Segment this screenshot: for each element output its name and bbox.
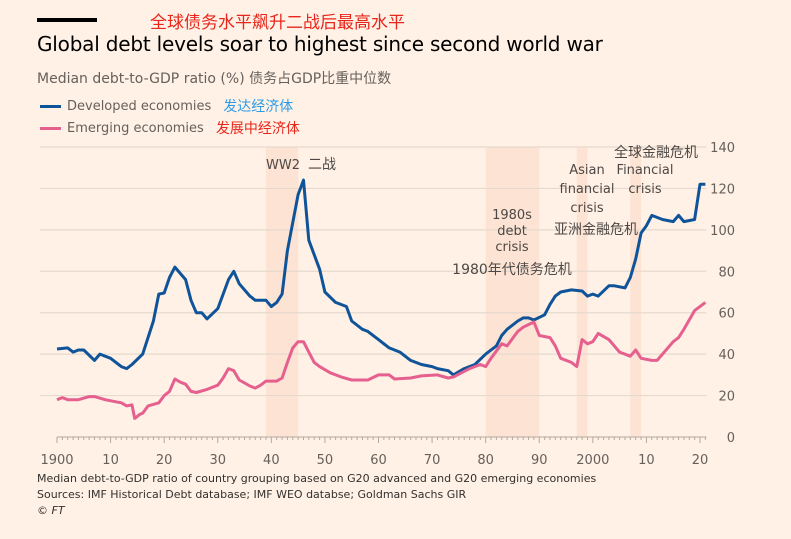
series-line-emerging [56,301,707,420]
x-tick-label: 70 [424,453,441,468]
y-tick-label: 0 [727,431,735,446]
x-tick-label: 2000 [576,453,609,468]
annotation-gfc-cn: 全球金融危机 [614,144,698,161]
annotation-asian: crisis [570,201,603,216]
annotation-ww2-cn: 二战 [308,157,336,173]
y-tick-label: 140 [710,141,735,156]
chart-title-chinese: 全球债务水平飙升二战后最高水平 [150,13,405,33]
footnote-note: Median debt-to-GDP ratio of country grou… [37,472,597,485]
y-tick-label: 40 [718,348,735,363]
annotation-gfc: Financial [617,163,674,178]
x-tick-label: 10 [638,453,655,468]
legend-item-emerging: Emerging economies 发展中经济体 [40,118,300,138]
series-line-developed [56,178,706,377]
x-tick-label: 1900 [40,453,73,468]
ft-top-bar [37,18,97,22]
x-tick-label: 20 [156,453,173,468]
x-tick-label: 60 [370,453,387,468]
x-tick-label: 40 [263,453,280,468]
chart-subtitle: Median debt-to-GDP ratio (%) 债务占GDP比重中位数 [37,71,392,87]
y-tick-label: 60 [718,307,735,322]
legend-swatch-developed [40,104,61,108]
x-tick-label: 90 [531,453,548,468]
annotation-1980s-cn: 1980年代债务危机 [452,262,572,278]
footnote-sources: Sources: IMF Historical Debt database; I… [37,488,467,501]
annotation-gfc: crisis [628,182,661,197]
annotation-ww2: WW2 [266,158,300,173]
annotation-asian: financial [560,182,615,197]
annotation-asian-cn: 亚洲金融危机 [554,222,638,238]
y-tick-label: 20 [718,390,735,405]
x-tick-label: 10 [102,453,119,468]
series-lines [56,178,707,420]
y-axis: 0 20 40 60 80 100 120 140 [710,141,735,446]
shaded-period [485,147,540,437]
legend-label-developed-cn: 发达经济体 [223,99,294,115]
y-tick-label: 120 [710,182,735,197]
legend-swatch-emerging [40,126,61,130]
x-tick-label: 30 [209,453,226,468]
annotation-1980s: crisis [495,240,528,255]
annotation-asian: Asian [569,163,604,178]
x-tick-label: 50 [317,453,334,468]
x-tick-label: 20 [692,453,709,468]
annotation-1980s: debt [497,224,527,239]
annotations: WW2 二战1980sdebtcrisis1980年代债务危机Asianfinan… [266,144,698,278]
legend-label-developed: Developed economies [67,98,212,114]
copyright: © FT [37,504,65,517]
shaded-period [630,147,642,437]
legend-label-emerging-cn: 发展中经济体 [215,121,300,137]
legend-label-emerging: Emerging economies [67,120,204,136]
y-tick-label: 100 [710,224,735,239]
x-tick-label: 80 [477,453,494,468]
x-axis: 1900 10 20 30 40 50 60 70 80 90 2000 10 20 [40,436,709,468]
chart-title: Global debt levels soar to highest since… [37,32,603,56]
gridlines [40,146,707,397]
legend-item-developed: Developed economies 发达经济体 [40,96,293,116]
annotation-1980s: 1980s [492,208,532,223]
y-tick-label: 80 [718,265,735,280]
